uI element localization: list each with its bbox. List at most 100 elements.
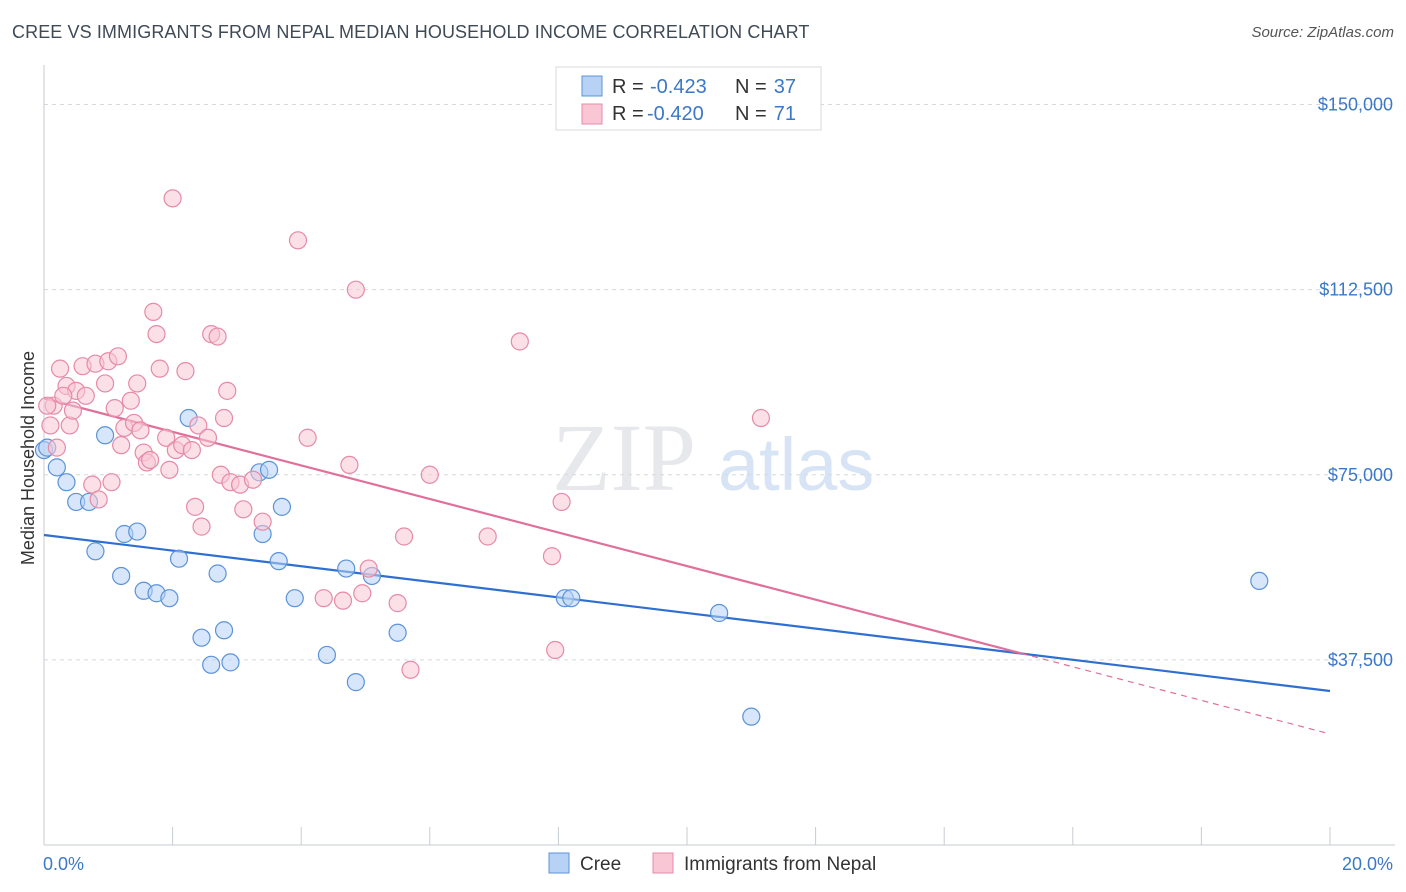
point-cree-15	[192, 628, 211, 647]
point-nepal-33	[176, 362, 195, 381]
y-tick-label-3: $150,000	[1318, 95, 1393, 115]
point-cree-16	[202, 655, 221, 674]
legend-n-label-nepal: N =	[735, 103, 767, 125]
legend-swatch-cree	[581, 75, 603, 97]
point-nepal-4	[60, 416, 79, 435]
legend-n-value-nepal: 71	[774, 103, 796, 125]
chart-source: Source: ZipAtlas.com	[1251, 24, 1394, 41]
point-cree-28	[346, 673, 365, 692]
point-cree-2	[57, 473, 76, 492]
point-nepal-30	[163, 189, 182, 208]
point-cree-10	[128, 522, 147, 541]
point-nepal-26	[147, 324, 166, 344]
x-tick-label-min: 0.0%	[43, 854, 84, 874]
trend-line-nepal-extension	[1021, 652, 1331, 735]
y-tick-labels: $37,500 $75,000 $112,500 $150,000	[1318, 95, 1393, 670]
legend-n-label-cree: N =	[735, 76, 767, 98]
y-tick-label-1: $75,000	[1328, 465, 1393, 485]
point-nepal-24	[140, 450, 160, 470]
series-legend: Cree Immigrants from Nepal	[548, 852, 876, 875]
bottom-legend-swatch-cree	[548, 852, 570, 874]
point-cree-26	[317, 645, 337, 665]
point-nepal-10	[89, 490, 108, 509]
point-nepal-46	[234, 500, 253, 519]
point-nepal-69	[54, 386, 73, 405]
bottom-legend-swatch-nepal	[652, 852, 674, 874]
point-cree-21	[259, 460, 279, 479]
y-tick-label-0: $37,500	[1328, 650, 1393, 670]
watermark-atlas: atlas	[718, 423, 874, 506]
point-nepal-34	[182, 440, 201, 460]
point-nepal-15	[108, 347, 128, 366]
point-nepal-38	[198, 428, 218, 447]
point-nepal-68	[47, 438, 66, 457]
point-nepal-7	[76, 386, 95, 405]
point-nepal-55	[353, 584, 372, 603]
point-nepal-54	[346, 280, 365, 299]
point-cree-19	[221, 653, 240, 672]
legend-r-value-nepal: -0.420	[647, 103, 704, 125]
bottom-legend-label-nepal: Immigrants from Nepal	[684, 854, 876, 875]
point-nepal-53	[340, 455, 359, 475]
y-axis-label: Median Household Income	[18, 351, 38, 565]
point-nepal-36	[189, 416, 208, 435]
point-nepal-57	[388, 594, 407, 613]
point-nepal-60	[420, 465, 439, 484]
point-nepal-56	[359, 559, 378, 578]
trend-line-nepal	[43, 397, 1022, 655]
point-cree-9	[112, 566, 131, 586]
point-cree-12	[160, 589, 179, 608]
point-nepal-2	[50, 359, 70, 378]
point-nepal-61	[478, 527, 497, 546]
bottom-legend-label-cree: Cree	[580, 854, 621, 875]
point-cree-32	[562, 589, 581, 608]
y-tick-label-2: $112,500	[1319, 280, 1393, 300]
legend-r-value-cree: -0.423	[650, 76, 707, 98]
point-nepal-42	[214, 408, 234, 428]
point-nepal-47	[243, 470, 263, 489]
point-cree-24	[269, 552, 288, 571]
point-cree-18	[214, 621, 234, 640]
point-cree-35	[1250, 571, 1269, 591]
point-nepal-37	[192, 517, 211, 536]
point-nepal-18	[121, 391, 140, 410]
point-nepal-52	[333, 591, 353, 610]
point-nepal-62	[510, 332, 529, 351]
point-cree-33	[710, 603, 729, 623]
point-nepal-35	[186, 497, 205, 516]
point-nepal-20	[128, 374, 147, 393]
chart-title: CREE VS IMMIGRANTS FROM NEPAL MEDIAN HOU…	[12, 22, 810, 42]
legend-n-value-cree: 37	[774, 76, 796, 98]
point-nepal-21	[131, 421, 150, 440]
point-nepal-14	[105, 399, 124, 418]
point-nepal-16	[112, 436, 131, 455]
point-nepal-29	[160, 460, 179, 479]
point-nepal-13	[102, 473, 121, 492]
stats-legend: R = -0.423 N = 37 R = -0.420 N = 71	[555, 66, 822, 131]
point-nepal-58	[394, 527, 414, 546]
watermark-zip: ZIP	[552, 404, 696, 511]
point-nepal-40	[208, 327, 227, 346]
legend-swatch-nepal	[581, 103, 603, 125]
point-nepal-11	[95, 374, 115, 393]
point-nepal-64	[546, 640, 565, 660]
point-nepal-59	[401, 660, 420, 679]
point-nepal-70	[63, 401, 83, 420]
point-nepal-48	[253, 512, 272, 531]
point-cree-23	[272, 497, 292, 516]
point-cree-17	[208, 564, 227, 583]
point-nepal-50	[298, 428, 317, 447]
point-nepal-65	[552, 492, 571, 512]
point-cree-27	[337, 559, 356, 578]
point-nepal-66	[751, 408, 771, 428]
point-nepal-0	[41, 416, 60, 435]
scatter-points	[34, 189, 1269, 726]
point-nepal-51	[314, 589, 333, 608]
point-cree-13	[169, 549, 189, 568]
point-nepal-43	[218, 381, 237, 400]
point-cree-6	[95, 426, 115, 445]
legend-r-label-nepal: R =	[612, 103, 644, 125]
point-nepal-49	[288, 231, 308, 250]
point-cree-34	[742, 707, 761, 726]
